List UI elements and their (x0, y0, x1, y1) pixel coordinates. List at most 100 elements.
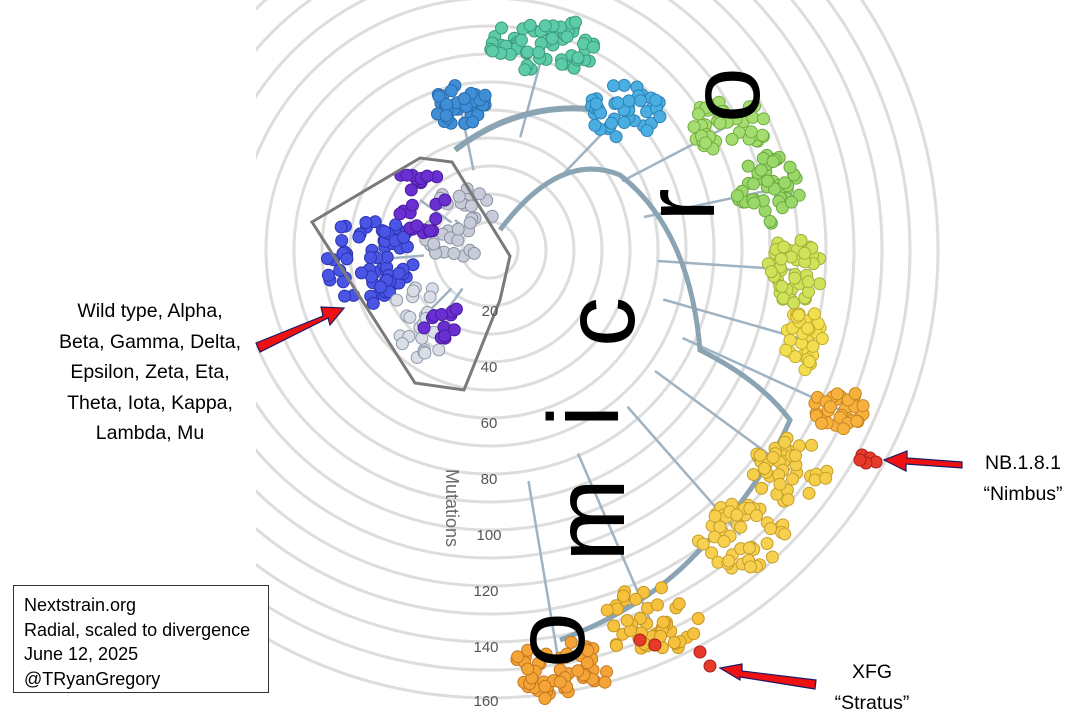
tip-node (766, 155, 780, 169)
tip-node (532, 46, 546, 59)
tip-node (605, 116, 618, 130)
tip-node (801, 321, 815, 335)
tip-node (687, 120, 701, 134)
tip-node (571, 51, 585, 65)
credit-line: Radial, scaled to divergence (24, 619, 251, 640)
tip-node (622, 94, 636, 108)
tip-node (514, 33, 528, 47)
tip-node (438, 193, 452, 207)
tip-node (777, 240, 791, 254)
tip-node (617, 78, 631, 92)
tip-node (352, 230, 366, 244)
tip-node (823, 400, 837, 414)
tip-node (760, 537, 774, 550)
axis-title: Mutations (442, 469, 462, 547)
tip-node (788, 271, 802, 285)
tip-node (765, 550, 779, 564)
tip-node (429, 212, 443, 226)
branch (662, 298, 806, 342)
tip-node (495, 21, 508, 35)
tip-node (649, 93, 663, 107)
tip-node (656, 615, 670, 629)
tip-node (808, 307, 821, 321)
tip-node (439, 109, 453, 123)
radial-tick-labels: 20 40 60 80 100 120 140 160 (473, 303, 501, 710)
tip-node (786, 472, 799, 486)
branch (419, 198, 453, 224)
tip-node (699, 136, 713, 150)
radial-grid (256, 0, 940, 700)
tip-node (335, 234, 349, 248)
tip-node (629, 592, 643, 606)
tip-node (521, 45, 534, 59)
tip-node (774, 252, 788, 266)
early-variants-hull (309, 156, 512, 392)
tip-node (359, 216, 373, 229)
tip-node (523, 18, 537, 32)
tick-label: 20 (482, 303, 499, 320)
tip-node (741, 159, 755, 173)
tip-node (463, 216, 477, 230)
tip-node (746, 468, 760, 481)
tip-node (432, 343, 446, 357)
tip-node (600, 603, 614, 617)
tip-node (708, 509, 722, 523)
grid-ring (256, 0, 744, 504)
tip-node (620, 614, 634, 627)
omicron-letter: o (494, 612, 606, 668)
tip-node (400, 168, 414, 182)
tip-node (588, 118, 602, 132)
tip-node (378, 225, 392, 239)
tip-node (340, 252, 354, 266)
branch (654, 369, 791, 472)
tip-node (794, 233, 808, 247)
tip-node (538, 19, 552, 33)
tip-node (766, 451, 780, 464)
arrow-stratus (718, 663, 817, 690)
tip-node (778, 176, 792, 190)
tip-node (761, 174, 774, 188)
tip-node (837, 422, 850, 436)
tip-node (788, 350, 802, 364)
grid-ring (256, 0, 828, 588)
tip-node (783, 160, 797, 174)
tip-node (397, 230, 411, 244)
tip-node (406, 284, 420, 298)
tip-node (848, 387, 862, 401)
tip-node (734, 520, 748, 534)
tip-node (478, 88, 492, 102)
tip-node (374, 280, 388, 294)
tick-label: 160 (473, 693, 498, 710)
tip-node (321, 268, 335, 282)
tip-node (722, 554, 736, 568)
tip-node (634, 94, 647, 108)
tip-node (779, 343, 793, 357)
tip-node (653, 110, 667, 124)
tip-node (366, 296, 380, 310)
tip-node (607, 79, 620, 93)
tip-node (744, 125, 758, 139)
grid-ring (256, 0, 940, 700)
tip-node (405, 198, 419, 212)
tip-node (427, 237, 441, 251)
tip-node (389, 218, 403, 232)
tip-node (705, 546, 719, 560)
tip-node (785, 195, 798, 209)
tip-node (511, 650, 525, 664)
tip-node (610, 639, 623, 652)
tip-node (403, 310, 417, 324)
tip-node (713, 520, 727, 534)
stratus-annotation: XFG “Stratus” (834, 661, 910, 714)
tip-node (553, 675, 567, 689)
tip-node (485, 44, 499, 58)
tip-node (746, 177, 760, 191)
tip-node (423, 290, 437, 304)
tip-node (457, 92, 471, 106)
tip-node (787, 296, 801, 310)
arrow-nimbus (882, 450, 963, 472)
tip-node (423, 224, 437, 238)
tip-node (781, 493, 795, 507)
tip-node (447, 323, 461, 337)
tip-node (555, 57, 569, 71)
